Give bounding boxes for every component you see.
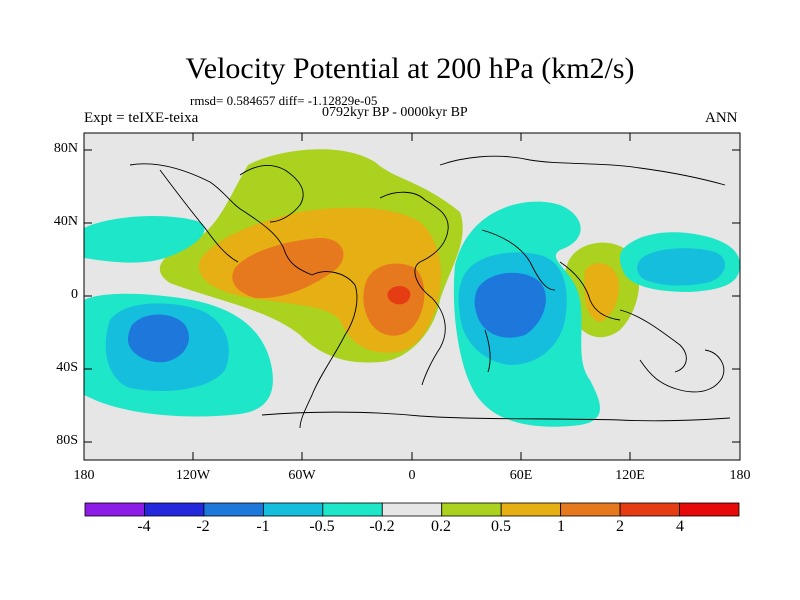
colorbar-box bbox=[500, 502, 562, 517]
positive-field-2 bbox=[387, 286, 411, 305]
axis-ticks bbox=[84, 133, 740, 460]
colorbar-box bbox=[262, 502, 324, 517]
colorbar-label: -0.5 bbox=[309, 518, 335, 535]
stats-label: rmsd= 0.584657 diff= -1.12829e-05 bbox=[190, 93, 378, 108]
positive-field-0.5-maritime bbox=[584, 263, 619, 322]
negative-field-indian-1 bbox=[474, 272, 546, 338]
colorbar-label: 1 bbox=[557, 518, 565, 535]
lon-label: 60W bbox=[288, 468, 316, 483]
lon-label: 180 bbox=[73, 468, 95, 483]
experiment-label: Expt = teIXE-teixa bbox=[84, 110, 199, 126]
lat-label: 40N bbox=[53, 214, 78, 229]
colorbar-box bbox=[322, 502, 383, 517]
positive-field-1 bbox=[232, 238, 344, 299]
colorbar-label: 4 bbox=[676, 518, 684, 535]
colorbar-box bbox=[381, 502, 443, 517]
season-label: ANN bbox=[705, 110, 738, 126]
colorbar-box bbox=[619, 502, 680, 517]
lat-label: 80S bbox=[56, 433, 78, 448]
lat-label: 80N bbox=[53, 141, 78, 156]
colorbar-box bbox=[144, 502, 205, 517]
colorbar-box bbox=[560, 502, 621, 517]
negative-field-wpacific-0.5 bbox=[637, 248, 726, 286]
colorbar-label: 0.5 bbox=[491, 518, 511, 535]
colorbar-box bbox=[84, 502, 145, 517]
colorbar-label: 2 bbox=[616, 518, 624, 535]
colorbar-box bbox=[441, 502, 502, 517]
lat-label: 40S bbox=[56, 360, 78, 375]
period-label: 0792kyr BP - 0000kyr BP bbox=[322, 105, 468, 120]
colorbar-label: 0.2 bbox=[431, 518, 451, 535]
coastlines bbox=[129, 155, 731, 429]
lon-label: 60E bbox=[509, 468, 533, 483]
lat-label: 0 bbox=[71, 287, 78, 302]
colorbar-label: -0.2 bbox=[369, 518, 395, 535]
negative-field-npacific bbox=[84, 216, 205, 263]
colorbar-label: -4 bbox=[137, 518, 151, 535]
colorbar-label: -1 bbox=[256, 518, 270, 535]
lon-label: 120W bbox=[175, 468, 211, 483]
colorbar-label: -2 bbox=[196, 518, 210, 535]
plot-title: Velocity Potential at 200 hPa (km2/s) bbox=[185, 52, 635, 85]
colorbar-box bbox=[679, 502, 740, 517]
lon-label: 120E bbox=[615, 468, 645, 483]
colorbar-box bbox=[203, 502, 264, 517]
negative-field-pacific-1 bbox=[128, 314, 189, 363]
negative-field-epacific bbox=[84, 305, 97, 334]
lon-label: 180 bbox=[729, 468, 751, 483]
lon-label: 0 bbox=[408, 468, 416, 483]
